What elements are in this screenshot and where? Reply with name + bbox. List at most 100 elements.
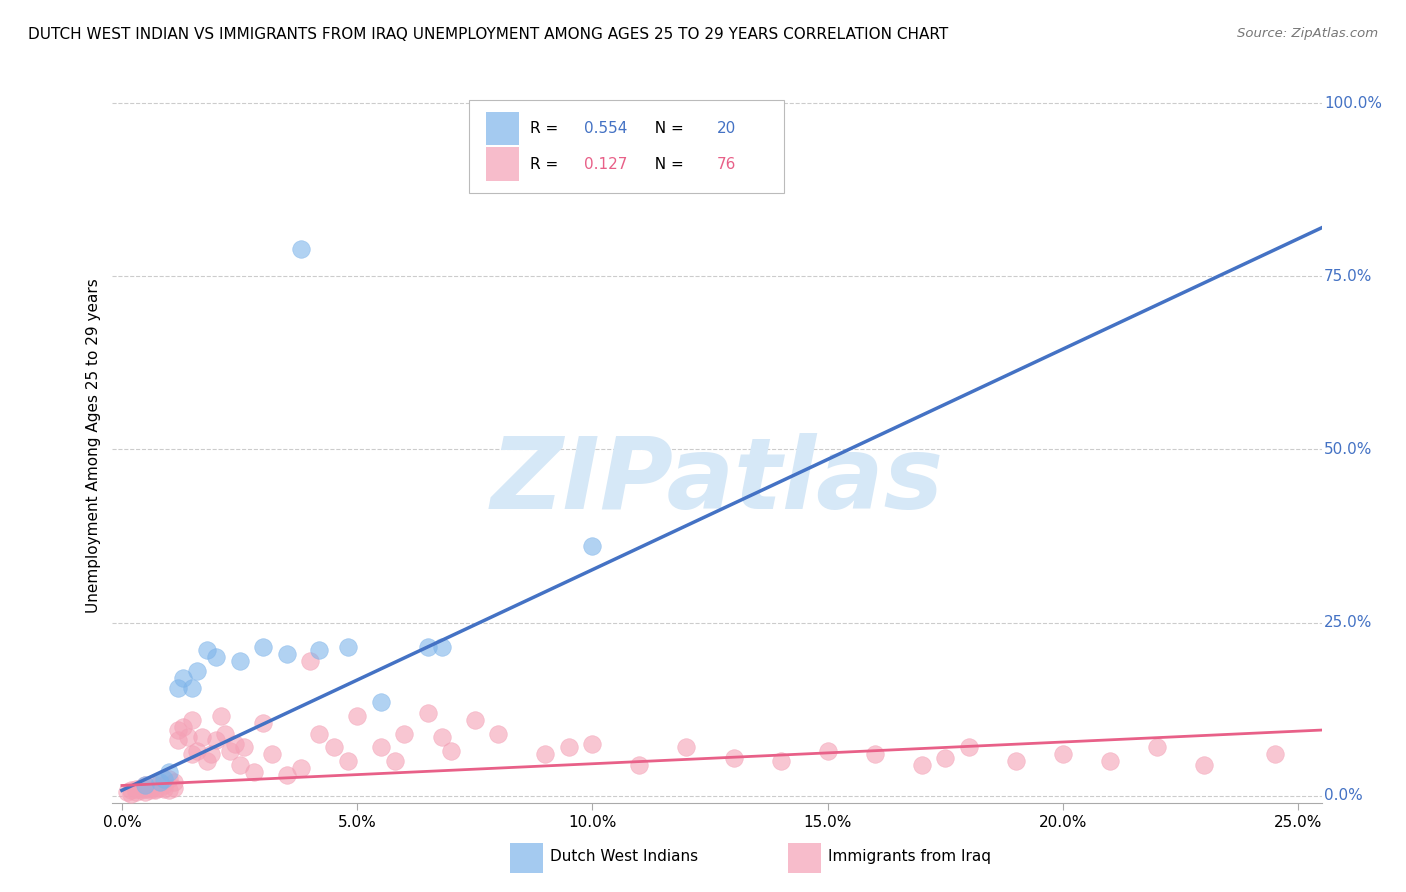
Point [464, 713, 486, 727]
Point [1146, 740, 1168, 755]
Point [209, 709, 232, 723]
Point [430, 730, 453, 744]
Point [346, 709, 368, 723]
Point [242, 764, 264, 779]
Point [153, 781, 176, 796]
Point [153, 779, 176, 793]
Text: R =: R = [530, 121, 562, 136]
Point [336, 640, 359, 654]
Y-axis label: Unemployment Among Ages 25 to 29 years: Unemployment Among Ages 25 to 29 years [86, 278, 101, 614]
Point [416, 640, 439, 654]
Point [308, 726, 330, 740]
Point [191, 730, 214, 744]
Point [723, 751, 745, 765]
Point [129, 780, 152, 795]
Point [134, 779, 156, 793]
Point [120, 787, 142, 801]
Point [125, 781, 148, 796]
Point [148, 776, 170, 790]
Text: Dutch West Indians: Dutch West Indians [550, 849, 699, 863]
Point [299, 654, 322, 668]
Point [181, 713, 204, 727]
Point [558, 740, 581, 755]
Point [233, 740, 256, 755]
Text: 100.0%: 100.0% [1324, 95, 1382, 111]
Point [957, 740, 980, 755]
Point [129, 783, 152, 797]
Point [167, 733, 190, 747]
Point [181, 747, 204, 762]
Point [430, 640, 453, 654]
Point [252, 716, 274, 731]
Point [911, 757, 934, 772]
Point [934, 751, 956, 765]
Point [276, 768, 298, 782]
Text: 50.0%: 50.0% [1324, 442, 1372, 457]
Point [628, 757, 651, 772]
Point [675, 740, 697, 755]
Point [125, 785, 148, 799]
Point [1264, 747, 1286, 762]
Point [252, 640, 274, 654]
Point [181, 681, 204, 696]
Point [134, 785, 156, 799]
Point [276, 647, 298, 661]
Point [486, 726, 509, 740]
Point [163, 780, 186, 795]
Point [1004, 754, 1026, 768]
Point [134, 781, 156, 796]
Point [167, 681, 190, 696]
Point [177, 730, 200, 744]
Point [416, 706, 439, 720]
Point [769, 754, 792, 768]
Text: ZIPatlas: ZIPatlas [491, 434, 943, 530]
Point [219, 744, 242, 758]
Point [120, 783, 142, 797]
Point [384, 754, 406, 768]
Point [1098, 754, 1121, 768]
FancyBboxPatch shape [486, 112, 519, 145]
Point [228, 757, 250, 772]
Point [224, 737, 246, 751]
Point [863, 747, 886, 762]
Text: R =: R = [530, 157, 562, 171]
Point [370, 740, 392, 755]
Point [534, 747, 557, 762]
Point [186, 744, 208, 758]
Text: N =: N = [644, 157, 688, 171]
Point [200, 747, 222, 762]
Point [290, 761, 312, 775]
Point [322, 740, 344, 755]
Point [163, 775, 186, 789]
Point [195, 754, 218, 768]
Text: 25.0%: 25.0% [1324, 615, 1372, 630]
Point [139, 783, 162, 797]
Text: 0.554: 0.554 [583, 121, 627, 136]
Point [228, 654, 250, 668]
FancyBboxPatch shape [486, 147, 519, 181]
Point [157, 764, 180, 779]
Point [1192, 757, 1215, 772]
Point [1052, 747, 1074, 762]
Point [290, 242, 312, 256]
Point [148, 775, 170, 789]
Point [143, 779, 166, 793]
Point [195, 643, 218, 657]
Point [148, 780, 170, 795]
Text: Immigrants from Iraq: Immigrants from Iraq [828, 849, 991, 863]
Point [172, 671, 194, 685]
FancyBboxPatch shape [510, 843, 543, 872]
Text: Source: ZipAtlas.com: Source: ZipAtlas.com [1237, 27, 1378, 40]
Point [370, 695, 392, 709]
Point [157, 783, 180, 797]
Point [186, 664, 208, 678]
Point [336, 754, 359, 768]
Point [440, 744, 463, 758]
Text: 75.0%: 75.0% [1324, 268, 1372, 284]
Point [153, 772, 176, 786]
Point [134, 779, 156, 793]
Point [143, 783, 166, 797]
Text: 20: 20 [717, 121, 737, 136]
FancyBboxPatch shape [470, 100, 783, 193]
Text: 76: 76 [717, 157, 737, 171]
